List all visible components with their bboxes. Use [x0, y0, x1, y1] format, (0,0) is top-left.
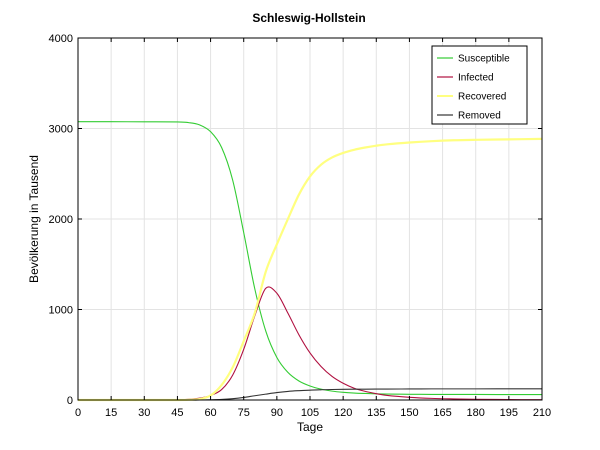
- x-tick-label: 45: [171, 407, 183, 419]
- y-tick-label: 2000: [49, 214, 73, 226]
- legend-label-infected: Infected: [458, 73, 494, 84]
- axis-ticks: 0 15 30 45 60 75 90 105 120 135 150 165 180 195 210 0 10…: [49, 33, 552, 419]
- x-tick-label: 165: [433, 407, 451, 419]
- x-tick-label: 30: [138, 407, 150, 419]
- x-tick-label: 75: [238, 407, 250, 419]
- x-tick-label: 150: [400, 407, 418, 419]
- legend-label-removed: Removed: [458, 111, 501, 122]
- chart-title: Schleswig-Hollstein: [252, 11, 365, 25]
- y-tick-label: 0: [67, 395, 73, 407]
- x-tick-label: 210: [533, 407, 551, 419]
- x-tick-label: 180: [467, 407, 485, 419]
- x-tick-label: 15: [105, 407, 117, 419]
- legend-label-susceptible: Susceptible: [458, 54, 510, 65]
- y-tick-label: 1000: [49, 305, 73, 317]
- y-tick-label: 3000: [49, 124, 73, 136]
- legend-label-recovered: Recovered: [458, 92, 506, 103]
- y-axis-title: Bevölkerung in Tausend: [27, 155, 41, 283]
- legend-box: [431, 45, 528, 125]
- x-tick-label: 195: [500, 407, 518, 419]
- x-tick-label: 120: [334, 407, 352, 419]
- x-axis-title: Tage: [297, 420, 323, 434]
- x-tick-label: 105: [301, 407, 319, 419]
- x-tick-label: 90: [271, 407, 283, 419]
- y-tick-label: 4000: [49, 33, 73, 45]
- legend: Susceptible Infected Recovered Removed: [431, 45, 528, 125]
- x-tick-label: 60: [204, 407, 216, 419]
- x-tick-label: 0: [75, 407, 81, 419]
- series-line-susceptible: [77, 121, 543, 396]
- x-tick-label: 135: [367, 407, 385, 419]
